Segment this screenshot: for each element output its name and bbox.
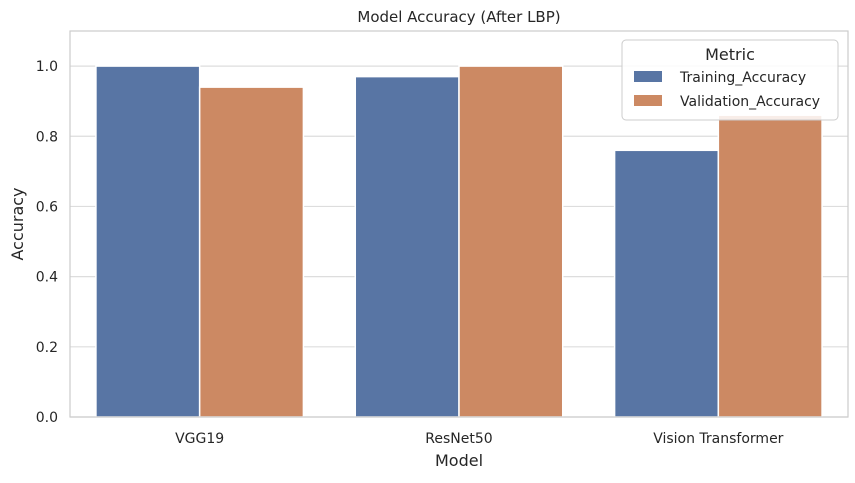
legend-label: Training_Accuracy bbox=[679, 70, 806, 86]
plot-frame bbox=[69, 30, 849, 418]
y-tick-label: 0.2 bbox=[36, 340, 58, 356]
x-axis-label: Model bbox=[435, 451, 483, 470]
legend-swatch bbox=[634, 71, 662, 82]
y-tick-label: 1.0 bbox=[36, 59, 58, 75]
legend: Metric Training_Accuracy Validation_Accur… bbox=[621, 39, 839, 121]
y-tick-label: 0.8 bbox=[36, 129, 58, 145]
legend-box bbox=[621, 39, 839, 121]
y-tick-label: 0.0 bbox=[36, 410, 58, 426]
bar-resnet50-validation_accuracy bbox=[458, 65, 564, 418]
y-tick-labels: 0.0 0.2 0.4 0.6 0.8 1.0 bbox=[36, 59, 58, 426]
legend-label: Validation_Accuracy bbox=[680, 94, 820, 110]
bar-vision-transformer-validation_accuracy bbox=[717, 114, 823, 418]
bar-vgg19-training_accuracy bbox=[95, 65, 201, 418]
bars bbox=[95, 65, 823, 418]
bar-vision-transformer-training_accuracy bbox=[613, 149, 720, 418]
y-tick-label: 0.6 bbox=[36, 199, 58, 215]
legend-title: Metric bbox=[705, 45, 755, 64]
x-tick-label: Vision Transformer bbox=[653, 431, 783, 447]
y-tick-label: 0.4 bbox=[36, 270, 58, 286]
legend-swatch bbox=[634, 95, 662, 106]
x-tick-labels: VGG19 ResNet50 Vision Transformer bbox=[175, 431, 784, 447]
bar-resnet50-training_accuracy bbox=[354, 75, 460, 418]
bar-vgg19-validation_accuracy bbox=[198, 86, 305, 418]
y-axis-label: Accuracy bbox=[8, 187, 27, 260]
x-tick-label: VGG19 bbox=[175, 431, 224, 447]
x-tick-label: ResNet50 bbox=[425, 431, 492, 447]
chart-title: Model Accuracy (After LBP) bbox=[357, 8, 560, 26]
